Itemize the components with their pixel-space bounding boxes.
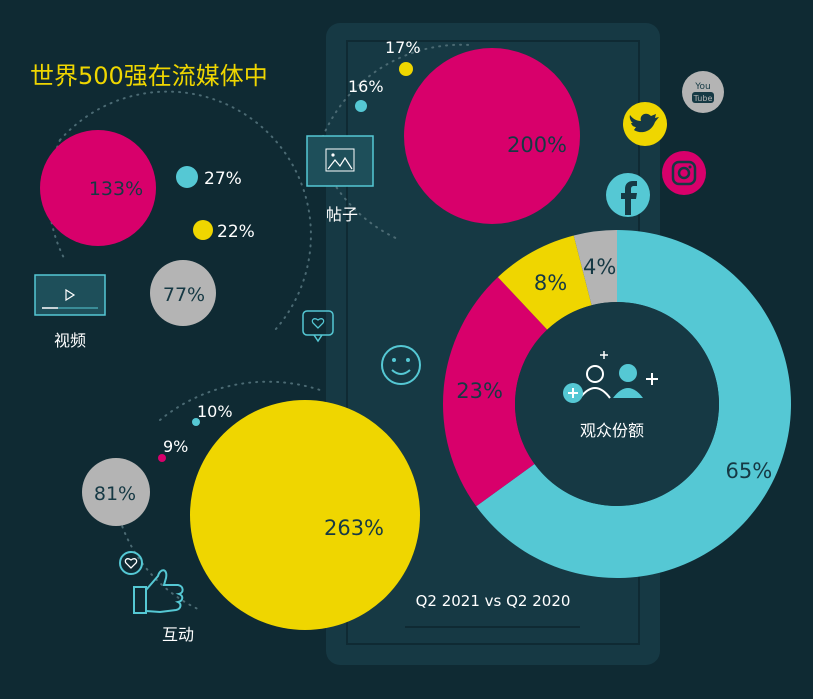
- video-bubble-cyan: [176, 166, 198, 188]
- video-bubble-yellow-label: 22%: [217, 222, 255, 242]
- posts-bubble-cyan-label: 16%: [348, 77, 384, 96]
- interaction-bubble-gray: [82, 458, 150, 526]
- facebook-icon: [606, 173, 650, 217]
- twitter-icon: [623, 102, 667, 146]
- video-bubble-gray: [150, 260, 216, 326]
- audience-share-donut: 65% 23% 8% 4%: [443, 230, 791, 579]
- audience-users-icon: [563, 351, 658, 403]
- interaction-bubble-magenta-label: 9%: [163, 437, 188, 456]
- interaction-bubble-yellow: [190, 400, 420, 630]
- donut-slice-0: [476, 230, 791, 579]
- instagram-icon: [662, 151, 706, 195]
- donut-slice-1: [443, 277, 548, 507]
- donut-caption: Q2 2021 vs Q2 2020: [416, 592, 571, 610]
- heart-chat-icon: [302, 310, 334, 343]
- posts-bubble-yellow: [399, 62, 413, 76]
- donut-slice-3: [573, 230, 617, 306]
- donut-slice-2: [497, 235, 592, 330]
- donut-center-label: 观众份额: [580, 421, 644, 440]
- interaction-bubble-magenta: [158, 454, 166, 462]
- video-bubble-gray-label: 77%: [163, 284, 205, 306]
- donut-slice-label-0: 65%: [726, 459, 773, 483]
- video-player-icon: [34, 274, 106, 316]
- interaction-bubble-yellow-label: 263%: [324, 516, 384, 540]
- posts-bubble-yellow-label: 17%: [385, 38, 421, 57]
- page-title: 世界500强在流媒体中: [30, 62, 268, 90]
- video-bubble-magenta: [40, 130, 156, 246]
- video-group-label: 视频: [54, 331, 86, 350]
- interaction-group-label: 互动: [162, 625, 194, 644]
- donut-slice-label-3: 4%: [583, 255, 616, 279]
- thumbs-up-icon: [119, 551, 184, 614]
- interaction-bubble-cyan-label: 10%: [197, 402, 233, 421]
- posts-bubbles: 200% 17% 16%: [348, 38, 580, 224]
- video-bubble-yellow: [193, 220, 213, 240]
- posts-bubble-cyan: [355, 100, 367, 112]
- posts-bubble-magenta: [404, 48, 580, 224]
- posts-group-label: 帖子: [326, 205, 358, 224]
- donut-slice-label-2: 8%: [534, 271, 567, 295]
- interaction-bubbles: 263% 81% 10% 9%: [82, 400, 420, 630]
- donut-hole: [515, 302, 719, 506]
- interaction-bubble-cyan: [192, 418, 200, 426]
- posts-bubble-magenta-label: 200%: [507, 133, 567, 157]
- svg-text:You: You: [694, 82, 711, 92]
- video-bubble-magenta-label: 133%: [89, 178, 143, 200]
- video-bubble-cyan-label: 27%: [204, 169, 242, 189]
- svg-text:Tube: Tube: [693, 94, 713, 103]
- smiley-icon: [381, 345, 421, 385]
- video-bubbles: 133% 77% 27% 22%: [40, 130, 255, 326]
- image-post-icon: [306, 135, 374, 187]
- youtube-icon: You Tube: [682, 71, 724, 113]
- interaction-bubble-gray-label: 81%: [94, 483, 136, 505]
- donut-slice-label-1: 23%: [456, 379, 503, 403]
